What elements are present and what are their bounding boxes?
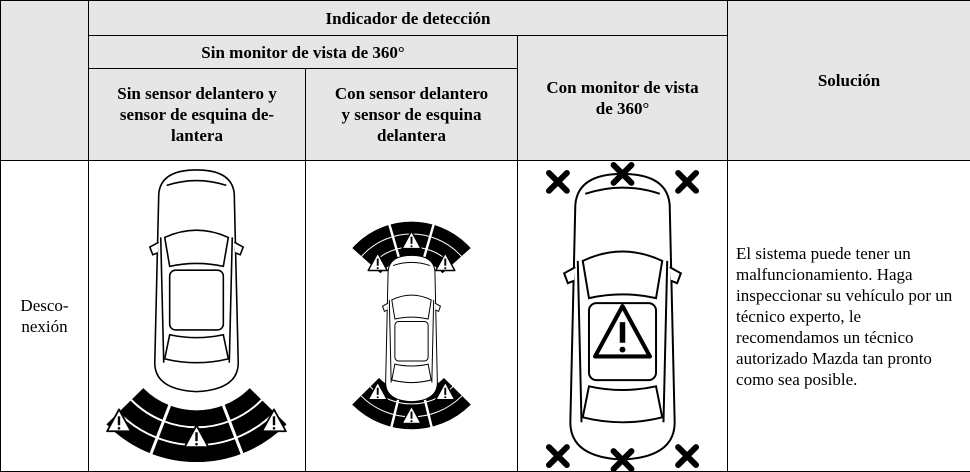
header-row: Indicador de detección Solución <box>1 1 970 36</box>
header-line: y sensor de esquina <box>306 104 517 125</box>
car-illustration <box>306 162 517 471</box>
header-line: Con sensor delantero <box>306 83 517 104</box>
header-line: sensor de esquina de- <box>89 104 305 125</box>
header-cell: Sin monitor de vista de 360° <box>89 36 518 69</box>
illustration-cell <box>89 161 306 472</box>
illustration-cell <box>518 161 728 472</box>
solution-cell: El sistema puede tener un malfuncionamie… <box>728 161 970 472</box>
label-line: Desco- <box>1 295 88 316</box>
header-line: Sin sensor delantero y <box>89 83 305 104</box>
body-row: Desco- nexión <box>1 161 970 472</box>
header-line: Con monitor de vista <box>518 77 727 98</box>
header-cell: Con sensor delantero y sensor de esquina… <box>306 69 518 161</box>
car <box>150 169 243 391</box>
header-cell: Sin sensor delantero y sensor de esquina… <box>89 69 306 161</box>
row-label: Desco- nexión <box>1 161 89 472</box>
camera-off-mark <box>678 447 696 465</box>
camera-off-mark <box>678 172 696 190</box>
header-line: delantera <box>306 125 517 146</box>
car-illustration <box>89 162 305 471</box>
header-cell: Indicador de detección <box>89 1 728 36</box>
header-cell: Con monitor de vista de 360° <box>518 36 728 161</box>
header-cell: Solución <box>728 1 970 161</box>
label-line: nexión <box>1 316 88 337</box>
car <box>383 255 441 401</box>
illustration-cell <box>306 161 518 472</box>
camera-off-mark <box>549 447 567 465</box>
corner-cell <box>1 1 89 161</box>
camera-off-mark <box>549 172 567 190</box>
car-illustration <box>518 162 727 471</box>
header-line: lantera <box>89 125 305 146</box>
header-line: de 360° <box>518 98 727 119</box>
